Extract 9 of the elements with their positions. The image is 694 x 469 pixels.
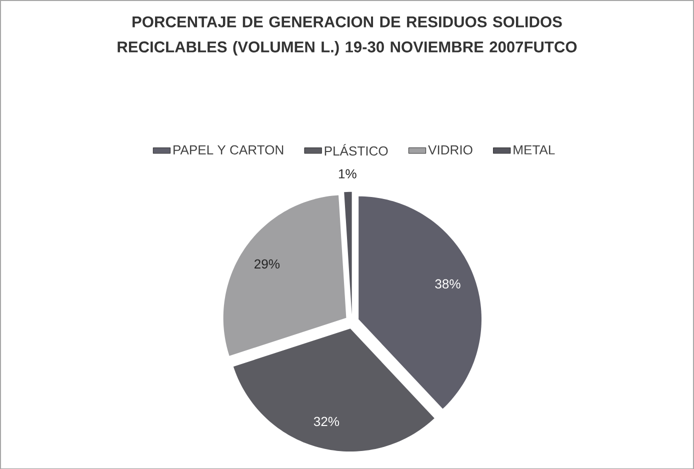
data-label: 1% (338, 169, 356, 178)
legend-label: PLÁSTICO (324, 144, 388, 156)
chart-title: PORCENTAJE DE GENERACION DE RESIDUOS SOLIDOS RECICLABLES (VOLUMEN L.) 19-30 NOVIEMBRE 2007FUTCO (118, 16, 577, 56)
legend-label: METAL (514, 145, 555, 154)
legend-label: PAPEL Y CARTON (174, 145, 284, 154)
data-label: 29% (254, 259, 280, 268)
data-label: 32% (314, 416, 340, 426)
legend-label: VIDRIO (428, 145, 472, 154)
data-label: 38% (435, 279, 460, 288)
